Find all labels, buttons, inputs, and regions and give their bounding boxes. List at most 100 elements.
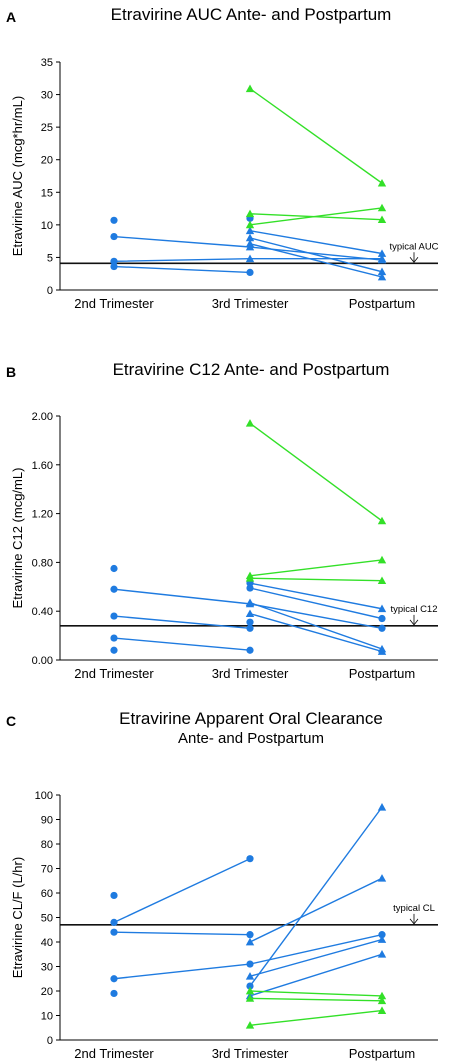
chart-title: Etravirine C12 Ante- and Postpartum (113, 360, 390, 379)
data-point (377, 249, 387, 257)
y-tick-label: 60 (41, 888, 53, 900)
series-line (249, 601, 383, 650)
panel-label: B (6, 364, 16, 380)
data-point (245, 994, 255, 1002)
data-point (110, 989, 118, 998)
chart-panel-c: C Etravirine Apparent Oral Clearance Ante-… (6, 709, 438, 1061)
data-point (377, 215, 387, 224)
y-tick-label: 40 (41, 937, 53, 949)
data-point (246, 931, 254, 939)
reference-arrowhead (409, 619, 419, 626)
data-point (377, 803, 387, 811)
series-line (249, 990, 383, 997)
chart-title: Etravirine AUC Ante- and Postpartum (111, 5, 392, 24)
data-point (377, 267, 387, 276)
data-point (245, 574, 255, 582)
data-point (377, 996, 387, 1005)
panel-label: C (6, 713, 16, 729)
data-point (377, 272, 387, 281)
y-tick-label: 0 (47, 1035, 53, 1047)
y-tick-label: 10 (41, 220, 53, 232)
y-tick-label: 80 (41, 839, 53, 851)
series-line (249, 243, 383, 278)
y-tick-label: 1.60 (32, 460, 53, 472)
data-point (110, 257, 118, 265)
series-line (249, 953, 383, 997)
y-tick-label: 25 (41, 122, 53, 134)
panel-label: A (6, 9, 16, 25)
series-line (249, 213, 383, 221)
y-tick-label: 70 (41, 864, 53, 876)
data-point (245, 937, 255, 946)
x-tick-label: Postpartum (349, 666, 415, 681)
x-tick-label: 3rd Trimester (212, 666, 289, 681)
data-point (377, 874, 387, 882)
chart-panel-b: B Etravirine C12 Ante- and Postpartum 0.00… (6, 360, 438, 681)
data-point (245, 254, 255, 263)
data-point (110, 232, 118, 241)
data-point (110, 585, 118, 593)
x-tick-label: 3rd Trimester (212, 1046, 289, 1061)
y-tick-label: 35 (41, 57, 53, 69)
data-point (110, 262, 118, 271)
data-point (110, 634, 118, 642)
series-line (249, 938, 383, 977)
data-point (377, 1006, 387, 1014)
data-point (245, 239, 255, 248)
data-point (110, 928, 118, 936)
reference-label: typical C12 (391, 604, 438, 615)
x-tick-label: 2nd Trimester (74, 666, 154, 681)
x-tick-label: 2nd Trimester (74, 1046, 154, 1061)
data-point (246, 268, 254, 277)
y-tick-label: 0.80 (32, 557, 53, 569)
data-point (377, 203, 387, 212)
data-point (110, 918, 118, 927)
data-point (377, 555, 387, 564)
series-line (249, 612, 383, 653)
data-point (377, 178, 387, 187)
series-line (249, 877, 383, 943)
x-tick-label: Postpartum (349, 1046, 415, 1061)
reference-label: typical CL (393, 903, 435, 914)
data-point (246, 960, 254, 968)
y-axis-label: Etravirine AUC (mcg*hr/mL) (10, 96, 25, 256)
chart-panel-a: A Etravirine AUC Ante- and Postpartum 0 5 10… (6, 5, 439, 311)
y-tick-label: 20 (41, 155, 53, 167)
series-line (113, 931, 251, 936)
y-tick-label: 0 (47, 285, 53, 297)
y-tick-label: 1.20 (32, 509, 53, 521)
y-tick-label: 100 (35, 790, 53, 802)
data-point (245, 233, 255, 242)
y-tick-label: 2.00 (32, 411, 53, 423)
data-point (245, 972, 255, 980)
data-point (110, 891, 118, 900)
series-line (249, 1009, 383, 1026)
series-line (113, 615, 251, 629)
series-line (249, 997, 383, 1002)
y-tick-label: 30 (41, 962, 53, 974)
series-line (249, 577, 383, 582)
data-point (246, 618, 254, 626)
series-line (113, 858, 251, 924)
y-tick-label: 0.00 (32, 655, 53, 667)
chart-title: Etravirine Apparent Oral Clearance (119, 709, 383, 728)
y-tick-label: 0.40 (32, 606, 53, 618)
data-point (246, 624, 254, 632)
data-point (245, 419, 255, 427)
data-point (246, 982, 254, 990)
data-point (377, 950, 387, 958)
series-line (249, 582, 383, 610)
data-point (110, 564, 118, 573)
y-tick-label: 5 (47, 252, 53, 264)
data-point (378, 614, 386, 623)
y-tick-label: 15 (41, 187, 53, 199)
data-point (245, 209, 255, 218)
y-tick-label: 50 (41, 913, 53, 925)
data-point (245, 84, 255, 93)
data-point (246, 646, 254, 654)
y-axis-label: Etravirine C12 (mcg/mL) (10, 468, 25, 609)
series-line (249, 237, 383, 273)
data-point (245, 220, 255, 229)
data-point (110, 216, 118, 224)
